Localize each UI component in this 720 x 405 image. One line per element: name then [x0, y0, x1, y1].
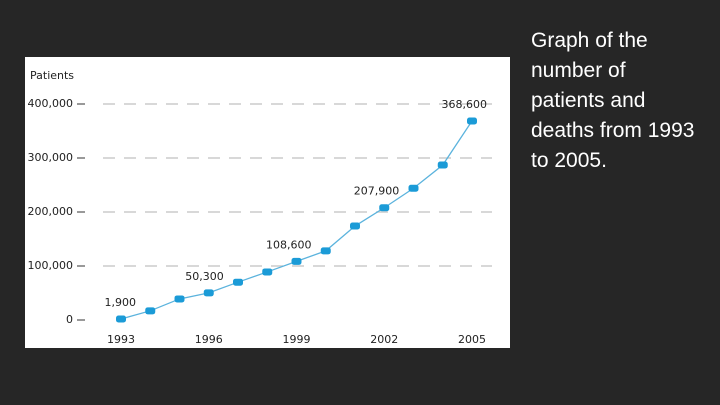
point	[467, 117, 477, 125]
x-tick-label: 2005	[458, 333, 486, 346]
y-tick-label: 0	[66, 313, 73, 326]
y-axis-label: Patients	[30, 69, 74, 82]
point	[233, 278, 243, 286]
value-label: 207,900	[354, 185, 400, 198]
value-label: 368,600	[442, 98, 488, 111]
x-tick-label: 1993	[107, 333, 135, 346]
point	[437, 161, 448, 169]
chart-panel	[25, 57, 510, 348]
point	[174, 295, 185, 303]
point	[203, 289, 214, 297]
caption: Graph of the number of patients and deat…	[531, 29, 695, 172]
x-tick-label: 1996	[195, 333, 223, 346]
point	[320, 247, 331, 255]
y-tick-label: 100,000	[28, 259, 74, 272]
point	[116, 315, 126, 323]
value-label: 1,900	[105, 296, 137, 309]
x-tick-label: 1999	[283, 333, 311, 346]
value-label: 108,600	[266, 238, 312, 251]
point	[379, 204, 390, 212]
point	[350, 222, 360, 230]
y-tick-label: 200,000	[28, 205, 74, 218]
point	[145, 307, 156, 315]
point	[291, 257, 302, 265]
y-tick-label: 400,000	[28, 97, 74, 110]
value-label: 50,300	[185, 270, 224, 283]
point	[262, 268, 273, 276]
y-tick-label: 300,000	[28, 151, 74, 164]
point	[408, 184, 419, 192]
x-tick-label: 2002	[370, 333, 398, 346]
